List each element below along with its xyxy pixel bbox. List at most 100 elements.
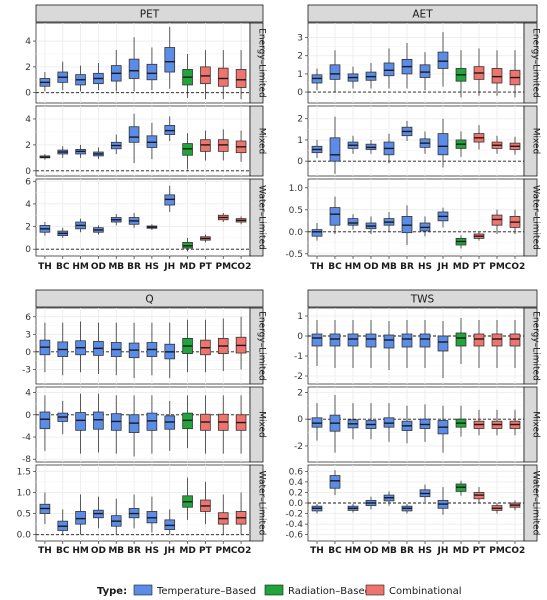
row-label-strip — [249, 307, 264, 385]
box-hs — [419, 484, 431, 502]
x-tick-label: PT — [473, 546, 487, 556]
box-mb — [110, 498, 122, 535]
y-tick-label: -0.4 — [285, 520, 303, 530]
iqr-box — [128, 126, 140, 143]
panel-background — [35, 22, 251, 104]
box-th — [39, 153, 51, 160]
facet-title: AET — [412, 9, 433, 21]
box-md — [182, 319, 193, 373]
y-tick-label: 1.5 — [17, 467, 31, 477]
box-md — [182, 237, 193, 252]
y-tick-label: 0.4 — [289, 478, 304, 488]
box-hs — [419, 52, 431, 91]
box-co2 — [235, 130, 247, 162]
box-hm — [347, 135, 359, 154]
box-th — [39, 222, 51, 236]
box-od — [93, 322, 104, 375]
panel-energy-limited: 0 1 2 3 Energy–Limited — [297, 22, 541, 104]
panel-background — [307, 22, 525, 104]
iqr-box — [93, 411, 104, 430]
legend: Type: Temperature–Based Radiation–Based … — [97, 584, 462, 597]
x-tick-label: PM — [215, 262, 231, 272]
box-md — [182, 53, 193, 98]
y-tick-label: 0 — [25, 167, 31, 177]
box-pm — [217, 494, 229, 535]
box-co2 — [509, 500, 521, 511]
box-od — [93, 225, 104, 235]
box-md — [455, 235, 467, 249]
y-tick-label: 1 — [297, 70, 303, 80]
box-md — [182, 395, 193, 449]
x-tick-label: MD — [453, 546, 469, 556]
y-tick-label: 1.0 — [17, 488, 32, 498]
row-label: Water–Limited — [531, 185, 541, 250]
y-tick-label: 6 — [25, 313, 31, 323]
facet-title-strip — [35, 4, 264, 23]
iqr-box — [509, 333, 521, 347]
box-mb — [383, 133, 395, 164]
box-pm — [217, 129, 229, 161]
box-pm — [491, 209, 503, 234]
x-tick-label: BR — [400, 546, 414, 556]
box-jh — [437, 321, 449, 378]
row-label: Mixed — [531, 128, 541, 155]
box-co2 — [509, 409, 521, 436]
box-md — [455, 318, 467, 364]
x-tick-label: PM — [489, 546, 505, 556]
x-tick-label: TH — [310, 546, 324, 556]
y-tick-label: 0.5 — [17, 510, 31, 520]
box-pt — [473, 48, 485, 96]
box-jh — [437, 118, 449, 168]
iqr-box — [311, 333, 323, 347]
x-tick-label: JH — [437, 262, 449, 272]
y-tick-label: 0.0 — [289, 499, 304, 509]
row-label-strip — [523, 178, 538, 257]
box-jh — [437, 405, 449, 453]
iqr-box — [401, 333, 413, 348]
box-pm — [217, 318, 229, 372]
box-co2 — [235, 316, 247, 370]
x-tick-label: HM — [72, 546, 89, 556]
box-br — [401, 205, 413, 245]
box-jh — [164, 400, 176, 451]
row-label: Mixed — [257, 128, 267, 155]
box-od — [365, 216, 377, 234]
box-jh — [164, 509, 176, 535]
row-label: Energy–Limited — [531, 28, 541, 98]
box-hs — [419, 216, 431, 237]
box-bc — [57, 509, 69, 535]
y-tick-label: 2 — [25, 63, 31, 73]
y-tick-label: -1 — [294, 352, 303, 362]
row-label: Water–Limited — [531, 471, 541, 536]
panel-water-limited: 0 2 4 6 Water–Limited TH BC HM OD MB BR HS JH MD PT PM C… — [25, 177, 266, 272]
row-label-strip — [523, 464, 538, 542]
box-br — [128, 322, 140, 379]
iqr-box — [128, 58, 140, 79]
y-tick-label: 2 — [25, 141, 31, 151]
box-hm — [347, 504, 359, 513]
row-label-strip — [249, 386, 264, 463]
row-label-strip — [523, 105, 538, 177]
box-br — [401, 504, 413, 514]
box-mb — [110, 322, 122, 376]
x-tick-label: BC — [56, 262, 70, 272]
x-tick-label: CO2 — [505, 546, 526, 556]
box-md — [455, 131, 467, 157]
box-br — [401, 120, 413, 141]
box-bc — [329, 320, 341, 368]
y-tick-label: 0 — [25, 348, 31, 358]
y-tick-label: 6 — [25, 177, 31, 187]
x-tick-label: HS — [145, 546, 159, 556]
iqr-box — [419, 333, 431, 348]
x-tick-label: BR — [127, 262, 141, 272]
box-od — [365, 496, 377, 510]
panel-water-limited: 0.0 0.5 1.0 1.5 Water–Limited TH BC HM OD MB BR HS J… — [17, 464, 267, 556]
panel-mixed: 0 2 4 Mixed — [25, 105, 267, 177]
box-mb — [110, 50, 122, 92]
iqr-box — [146, 63, 158, 81]
y-tick-label: 0.2 — [289, 488, 303, 498]
box-mb — [383, 321, 395, 370]
box-mb — [110, 134, 122, 154]
iqr-box — [39, 411, 51, 430]
y-tick-label: 0.5 — [289, 206, 303, 216]
